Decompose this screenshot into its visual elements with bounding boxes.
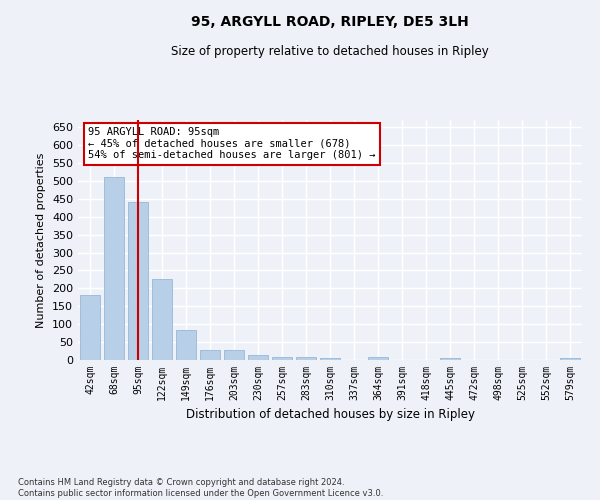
Y-axis label: Number of detached properties: Number of detached properties (37, 152, 46, 328)
Bar (152, 279, 172, 360)
Text: 95 ARGYLL ROAD: 95sqm
← 45% of detached houses are smaller (678)
54% of semi-det: 95 ARGYLL ROAD: 95sqm ← 45% of detached … (88, 127, 376, 160)
Bar (296, 358, 316, 360)
Bar (248, 354, 268, 360)
Bar (368, 358, 388, 360)
Bar (104, 178, 124, 360)
Text: Contains HM Land Registry data © Crown copyright and database right 2024.
Contai: Contains HM Land Registry data © Crown c… (18, 478, 383, 498)
Bar (128, 202, 148, 360)
Text: Size of property relative to detached houses in Ripley: Size of property relative to detached ho… (171, 45, 489, 58)
X-axis label: Distribution of detached houses by size in Ripley: Distribution of detached houses by size … (185, 408, 475, 422)
Text: 95, ARGYLL ROAD, RIPLEY, DE5 3LH: 95, ARGYLL ROAD, RIPLEY, DE5 3LH (191, 15, 469, 29)
Bar (560, 358, 580, 360)
Bar (272, 357, 292, 360)
Bar (200, 350, 220, 360)
Bar (320, 358, 340, 360)
Bar (440, 358, 460, 360)
Bar (176, 330, 196, 360)
Bar (80, 295, 100, 360)
Bar (224, 350, 244, 360)
